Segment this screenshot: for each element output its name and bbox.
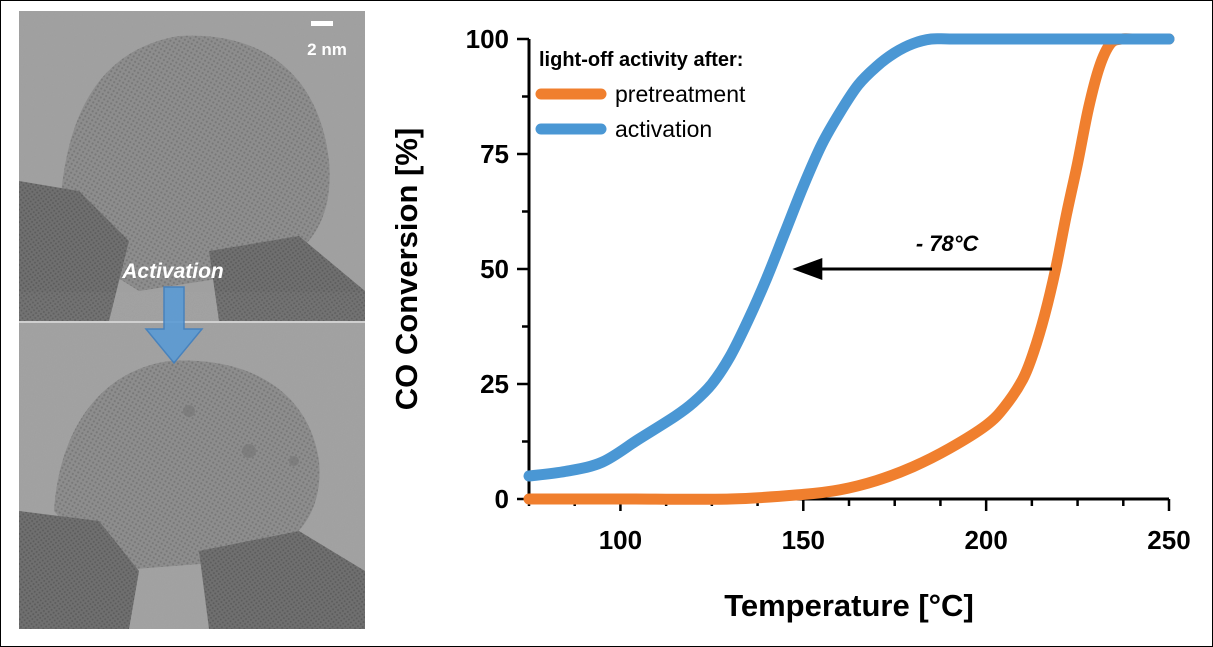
shift-annotation-label: - 78°C bbox=[916, 231, 980, 256]
y-tick-label: 25 bbox=[480, 369, 509, 399]
y-axis-label: CO Conversion [%] bbox=[389, 128, 424, 410]
series-line-pretreatment bbox=[523, 33, 1175, 505]
y-tick-label: 100 bbox=[466, 24, 509, 54]
chart-ticks: 100 150 200 250 0 25 50 75 100 bbox=[466, 24, 1191, 555]
scale-bar bbox=[311, 21, 333, 26]
y-tick-label: 50 bbox=[480, 254, 509, 284]
y-tick-label: 75 bbox=[480, 139, 509, 169]
legend-label-pretreatment: pretreatment bbox=[615, 81, 746, 107]
chart-series bbox=[523, 33, 1175, 505]
chart-annotation: - 78°C bbox=[792, 231, 1052, 280]
x-axis-label: Temperature [°C] bbox=[724, 588, 974, 623]
shift-arrow-head bbox=[792, 258, 823, 280]
x-tick-label: 250 bbox=[1147, 525, 1190, 555]
tem-image-after bbox=[19, 323, 365, 629]
legend-title: light-off activity after: bbox=[539, 49, 743, 71]
activation-arrow-label: Activation bbox=[121, 260, 224, 283]
legend-label-activation: activation bbox=[615, 116, 712, 142]
x-tick-label: 200 bbox=[964, 525, 1007, 555]
x-tick-label: 100 bbox=[599, 525, 642, 555]
chart-legend: light-off activity after: pretreatment ac… bbox=[535, 49, 746, 142]
activation-arrow bbox=[144, 286, 204, 365]
y-tick-label: 0 bbox=[495, 484, 509, 514]
series-line-activation bbox=[523, 33, 1175, 482]
tem-image-before bbox=[19, 11, 365, 321]
tem-micrograph-panel: 2 nm Activation bbox=[19, 11, 365, 629]
scale-bar-label: 2 nm bbox=[307, 40, 347, 59]
light-off-chart: 100 150 200 250 0 25 50 75 100 - 78°C light-off … bbox=[389, 24, 1191, 623]
x-tick-label: 150 bbox=[782, 525, 825, 555]
